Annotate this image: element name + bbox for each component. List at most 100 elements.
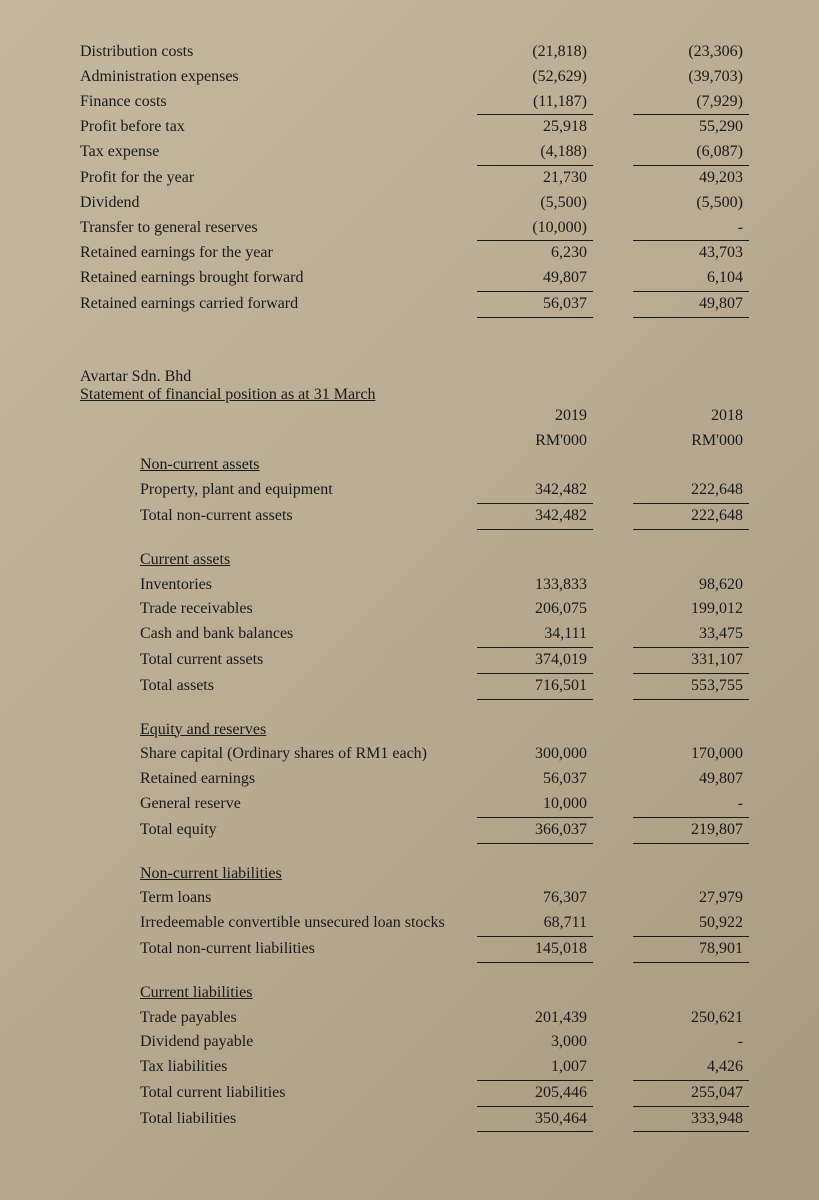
row-value-2018: 170,000 [633,742,749,767]
row-value-2018: 43,703 [633,241,749,266]
row-label: Retained earnings brought forward [80,266,477,291]
income-row: Profit for the year21,73049,203 [80,166,749,191]
row-value-2018: 78,901 [633,937,749,963]
income-row: Profit before tax25,91855,290 [80,115,749,140]
row-label: Inventories [140,573,477,598]
row-label: Total current assets [140,648,477,673]
row-value-2019: 1,007 [477,1055,593,1081]
row-label: Dividend payable [140,1030,477,1055]
row-value-2019: 342,482 [477,478,593,504]
row-value-2019: 374,019 [477,648,593,674]
row-value-2019: 300,000 [477,742,593,767]
sofp-table: Non-current assetsProperty, plant and eq… [80,453,749,1150]
row-label: Total non-current liabilities [140,937,477,962]
income-row: Tax expense(4,188)(6,087) [80,140,749,166]
sofp-row: Tax liabilities1,0074,426 [80,1055,749,1081]
row-label: Total non-current assets [140,504,477,529]
year-header-row: 2019 2018 [80,404,749,429]
row-label: Dividend [80,191,477,216]
row-label: Total current liabilities [140,1081,477,1106]
sofp-row: Inventories133,83398,620 [80,573,749,598]
year-2018: 2018 [633,404,749,429]
row-label: Transfer to general reserves [80,216,477,241]
row-label: Retained earnings [140,767,477,792]
income-row: Retained earnings brought forward49,8076… [80,266,749,292]
income-row: Transfer to general reserves(10,000) - [80,216,749,242]
unit-2018: RM'000 [633,429,749,454]
row-value-2018: (6,087) [633,140,749,166]
row-value-2018: 222,648 [633,478,749,504]
row-value-2018: - [633,216,749,242]
sofp-row: Property, plant and equipment342,482 222,… [80,478,749,504]
sofp-row: Trade receivables206,075199,012 [80,597,749,622]
row-value-2019: 3,000 [477,1030,593,1055]
income-row: Administration expenses(52,629)(39,703) [80,65,749,90]
sofp-row: Share capital (Ordinary shares of RM1 ea… [80,742,749,767]
section-heading: Equity and reserves [140,718,477,743]
row-value-2018: 255,047 [633,1081,749,1107]
sofp-row: Total current liabilities205,446 255,047 [80,1081,749,1107]
row-value-2019: 68,711 [477,911,593,937]
sofp-row: Total liabilities350,464333,948 [80,1107,749,1133]
row-value-2019: (11,187) [477,90,593,116]
row-value-2018: 27,979 [633,886,749,911]
income-row: Distribution costs(21,818)(23,306) [80,40,749,65]
row-value-2018: 33,475 [633,622,749,648]
row-label: Share capital (Ordinary shares of RM1 ea… [140,742,477,767]
row-value-2019: 145,018 [477,937,593,963]
row-value-2018: 250,621 [633,1006,749,1031]
row-value-2019: 6,230 [477,241,593,266]
row-label: Property, plant and equipment [140,478,477,503]
row-value-2018: 49,807 [633,767,749,792]
row-label: Retained earnings carried forward [80,292,477,317]
sofp-title: Statement of financial position as at 31… [80,386,749,404]
row-label: Profit before tax [80,115,477,140]
section-heading-row: Non-current liabilities [80,862,749,887]
row-value-2018: 219,807 [633,818,749,844]
row-value-2018: 98,620 [633,573,749,598]
row-value-2018: 553,755 [633,674,749,700]
row-value-2018: - [633,1030,749,1055]
row-value-2019: 350,464 [477,1107,593,1133]
row-value-2019: (4,188) [477,140,593,166]
row-value-2019: 21,730 [477,166,593,191]
row-value-2018: 49,807 [633,292,749,318]
row-value-2018: 49,203 [633,166,749,191]
income-row: Retained earnings carried forward56,0374… [80,292,749,318]
row-value-2018: 331,107 [633,648,749,674]
row-value-2019: 342,482 [477,504,593,530]
row-label: Trade payables [140,1006,477,1031]
sofp-row: Total assets716,501553,755 [80,674,749,700]
sofp-row: Irredeemable convertible unsecured loan … [80,911,749,937]
row-label: Finance costs [80,90,477,115]
section-heading: Non-current assets [140,453,477,478]
section-heading-row: Current liabilities [80,981,749,1006]
income-row: Finance costs(11,187)(7,929) [80,90,749,116]
row-value-2018: 4,426 [633,1055,749,1081]
row-value-2018: 333,948 [633,1107,749,1133]
section-heading: Non-current liabilities [140,862,477,887]
sofp-row: Total non-current assets342,482222,648 [80,504,749,530]
row-value-2019: (52,629) [477,65,593,90]
row-value-2018: (39,703) [633,65,749,90]
section-heading-row: Equity and reserves [80,718,749,743]
row-value-2018: (23,306) [633,40,749,65]
row-value-2019: (5,500) [477,191,593,216]
income-statement-table: Distribution costs(21,818)(23,306)Admini… [80,40,749,318]
row-value-2019: 76,307 [477,886,593,911]
year-2019: 2019 [477,404,593,429]
row-label: Cash and bank balances [140,622,477,647]
unit-2019: RM'000 [477,429,593,454]
row-value-2018: 199,012 [633,597,749,622]
row-value-2019: 205,446 [477,1081,593,1107]
unit-header-row: RM'000 RM'000 [80,429,749,454]
row-label: Retained earnings for the year [80,241,477,266]
row-value-2019: 10,000 [477,792,593,818]
row-value-2018: 50,922 [633,911,749,937]
sofp-row: Total equity366,037219,807 [80,818,749,844]
row-value-2019: 34,111 [477,622,593,648]
section-heading: Current liabilities [140,981,477,1006]
income-row: Dividend(5,500)(5,500) [80,191,749,216]
row-value-2018: (5,500) [633,191,749,216]
row-value-2019: (10,000) [477,216,593,242]
